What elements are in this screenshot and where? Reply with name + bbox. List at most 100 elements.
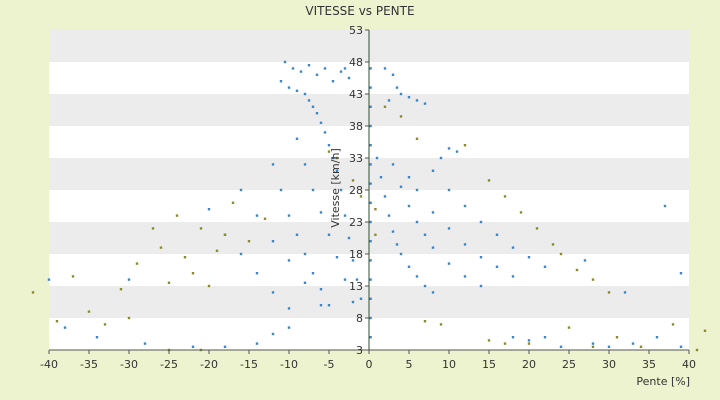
data-point: [319, 121, 323, 124]
data-point: [423, 233, 427, 236]
data-point: [423, 102, 427, 105]
data-point: [335, 256, 339, 259]
data-point: [307, 99, 311, 102]
x-tick-label: 5: [406, 358, 413, 371]
y-tick-label: 38: [349, 120, 363, 133]
data-point: [679, 272, 683, 275]
data-point: [479, 256, 483, 259]
data-point: [369, 201, 372, 204]
data-point: [374, 208, 377, 211]
data-point: [255, 272, 259, 275]
data-point: [463, 204, 467, 208]
data-point: [527, 339, 531, 342]
data-point: [343, 278, 347, 281]
data-point: [519, 211, 523, 214]
data-point: [369, 144, 372, 147]
data-point: [223, 345, 227, 348]
data-point: [431, 246, 435, 249]
data-point: [323, 131, 327, 134]
data-point: [315, 112, 319, 115]
data-point: [159, 246, 163, 249]
data-point: [175, 214, 179, 217]
data-point: [127, 316, 131, 320]
data-point: [351, 179, 355, 182]
data-point: [307, 64, 311, 67]
data-point: [615, 336, 619, 339]
y-tick-label: 18: [349, 248, 363, 261]
data-point: [639, 345, 643, 348]
data-point: [463, 144, 467, 147]
data-point: [369, 316, 372, 320]
data-point: [183, 256, 187, 259]
data-point: [87, 310, 91, 313]
data-point: [479, 220, 483, 224]
x-tick-label: -25: [160, 358, 178, 371]
data-point: [583, 259, 587, 262]
data-point: [303, 163, 307, 166]
data-point: [135, 262, 139, 265]
data-point: [327, 304, 331, 307]
data-point: [55, 320, 59, 323]
data-point: [379, 176, 383, 179]
x-tick-label: -15: [240, 358, 258, 371]
data-point: [287, 86, 291, 89]
data-point: [399, 92, 403, 96]
y-tick-label: 33: [349, 152, 363, 165]
data-point: [387, 214, 391, 217]
data-point: [407, 176, 411, 179]
data-point: [487, 339, 491, 342]
data-point: [283, 60, 287, 64]
data-point: [215, 249, 219, 252]
data-point: [439, 323, 443, 326]
data-point: [487, 179, 491, 182]
x-tick-label: 10: [442, 358, 456, 371]
data-point: [369, 86, 372, 89]
data-point: [331, 80, 335, 83]
y-tick-label: 3: [356, 344, 363, 357]
data-point: [95, 336, 99, 339]
data-point: [543, 336, 547, 339]
data-point: [263, 217, 267, 220]
data-point: [559, 252, 563, 256]
data-point: [535, 227, 539, 230]
data-point: [369, 220, 372, 224]
x-tick-label: -10: [280, 358, 298, 371]
data-point: [339, 188, 343, 192]
data-point: [239, 188, 243, 192]
data-point: [207, 284, 211, 288]
data-point: [119, 288, 123, 291]
data-point: [271, 291, 275, 294]
data-point: [151, 227, 155, 230]
data-point: [271, 332, 275, 336]
data-point: [327, 150, 331, 153]
x-tick-label: 25: [562, 358, 576, 371]
data-point: [391, 73, 395, 76]
data-point: [335, 156, 339, 160]
data-point: [399, 185, 403, 188]
data-point: [127, 278, 131, 281]
y-tick-label: 13: [349, 280, 363, 293]
data-point: [299, 70, 303, 73]
data-point: [479, 284, 483, 288]
data-point: [239, 252, 243, 256]
data-point: [527, 256, 531, 259]
data-point: [495, 265, 499, 268]
data-point: [369, 67, 372, 70]
data-point: [439, 156, 443, 160]
x-tick-label: 0: [366, 358, 373, 371]
data-point: [311, 105, 315, 108]
data-point: [31, 291, 35, 294]
x-tick-label: 30: [602, 358, 616, 371]
data-point: [319, 288, 323, 291]
data-point: [543, 265, 547, 268]
data-point: [343, 67, 347, 70]
data-point: [369, 240, 372, 243]
data-point: [327, 233, 331, 236]
data-point: [395, 86, 399, 89]
data-point: [431, 169, 435, 172]
data-points: [31, 60, 707, 352]
data-point: [311, 272, 315, 275]
data-point: [387, 99, 391, 102]
